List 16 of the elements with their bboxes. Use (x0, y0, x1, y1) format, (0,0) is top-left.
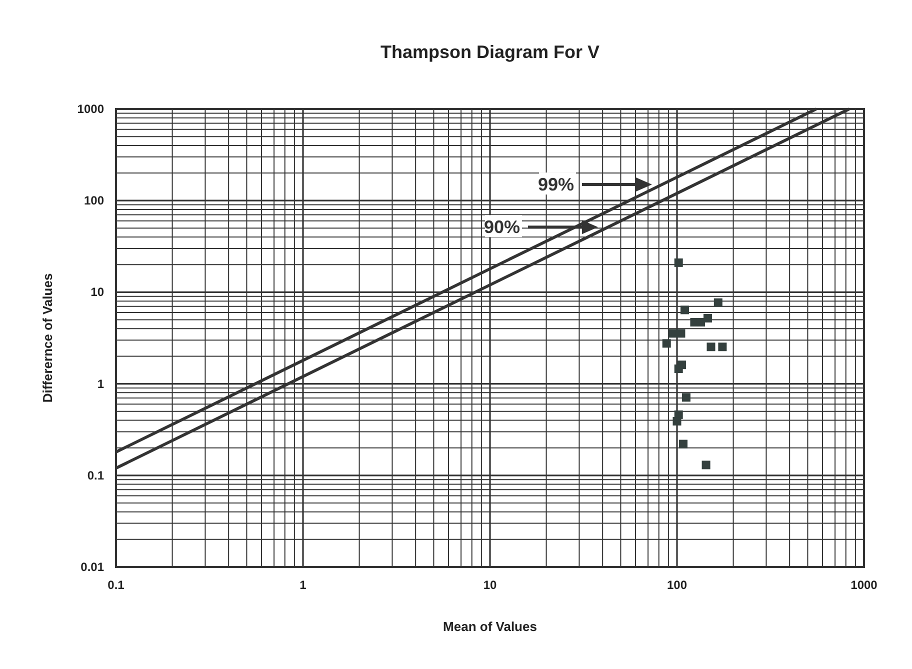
y-tick-label: 10 (90, 285, 104, 300)
x-tick-label: 1000 (850, 578, 878, 592)
x-tick-label: 1 (300, 578, 307, 592)
annotation: 90% (484, 217, 520, 238)
chart-title: Thampson Diagram For V (380, 42, 600, 62)
annotation: 99% (538, 174, 574, 195)
x-tick-label: 0.1 (108, 578, 125, 592)
x-axis-title: Mean of Values (443, 619, 537, 634)
x-tick-label: 10 (483, 578, 497, 592)
y-tick-label: 1 (97, 376, 104, 391)
y-tick-label: 0.1 (87, 468, 104, 482)
y-tick-label: 1000 (77, 102, 104, 116)
x-tick-label: 100 (666, 578, 688, 592)
y-tick-label: 100 (84, 194, 104, 208)
y-axis-title: Differernce of Values (40, 273, 55, 403)
y-tick-label: 0.01 (80, 560, 104, 574)
